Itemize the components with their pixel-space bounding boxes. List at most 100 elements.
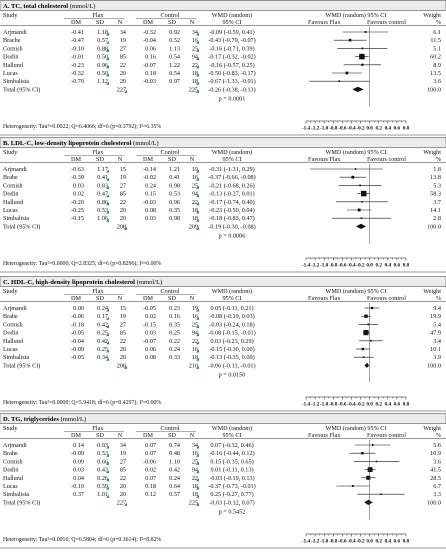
panel-title-band bbox=[0, 276, 446, 287]
col-flax-n-header: N bbox=[118, 432, 123, 439]
total-ci-value: -0.06 (-0.11, -0.01) bbox=[208, 362, 255, 369]
flax-sd-value: 0.50 bbox=[97, 70, 108, 77]
study-estimate-square bbox=[361, 451, 364, 455]
study-estimate-square bbox=[348, 38, 352, 42]
x-tick-label: 0.6 bbox=[394, 539, 401, 545]
flax-sd-value: 0.57 bbox=[97, 37, 108, 44]
study-name: Hallund bbox=[3, 338, 24, 345]
flax-n-value: 20 bbox=[120, 70, 126, 77]
wmd-ci-value: -0.16 (-0.44, 0.12) bbox=[209, 450, 254, 457]
cell-marker bbox=[196, 316, 199, 320]
col-study-header: Study bbox=[3, 12, 18, 19]
weight-value: 5.3 bbox=[433, 182, 441, 189]
col-control-header: Control bbox=[161, 12, 180, 19]
control-sd-value: 0.74 bbox=[169, 442, 180, 449]
col-control-dm-header: DM bbox=[143, 156, 153, 163]
x-tick-label: 0.0 bbox=[366, 402, 373, 408]
control-n-value: 18 bbox=[192, 491, 198, 498]
wmd-ci-value: -0.15 (-0.30, 0.00) bbox=[209, 346, 254, 353]
cell-marker bbox=[106, 73, 109, 77]
control-sd-value: 0.96 bbox=[169, 199, 180, 206]
heterogeneity-text: Heterogeneity: Tau²=0.0000; Q=2.8325; df… bbox=[3, 260, 161, 267]
control-dm-value: -0.03 bbox=[143, 199, 156, 206]
cell-marker bbox=[106, 194, 109, 198]
flax-sd-value: 0.53 bbox=[97, 450, 108, 457]
cell-marker bbox=[106, 210, 109, 214]
control-n-value: 25 bbox=[192, 45, 198, 52]
total-flax-n: 208 bbox=[117, 223, 126, 230]
col-ci-header: 95% CI bbox=[222, 295, 241, 302]
col-control-header: Control bbox=[161, 425, 180, 432]
control-dm-value: 0.03 bbox=[145, 330, 156, 337]
cell-marker bbox=[196, 470, 199, 474]
flax-sd-value: 0.42 bbox=[97, 338, 108, 345]
study-name: Simbalista bbox=[3, 354, 29, 361]
cell-marker bbox=[196, 73, 199, 77]
forest-panel-3: D. TG, triglycerides (mmol/L) Study Flax Co… bbox=[0, 413, 446, 549]
cell-marker bbox=[106, 177, 109, 181]
panel-title-units: (mmol/L) bbox=[59, 416, 86, 423]
cell-marker bbox=[106, 169, 109, 173]
control-n-value: 16 bbox=[192, 450, 198, 457]
control-dm-value: -0.04 bbox=[143, 37, 156, 44]
x-tick-label: 0.4 bbox=[385, 263, 392, 269]
control-dm-value: 0.03 bbox=[145, 215, 156, 222]
control-n-value: 25 bbox=[192, 182, 198, 189]
panel-title-units: (mmol/L) bbox=[131, 140, 158, 147]
flax-dm-value: -0.01 bbox=[71, 54, 84, 61]
cell-marker bbox=[106, 202, 109, 206]
cell-marker bbox=[196, 65, 199, 69]
control-sd-value: 0.41 bbox=[169, 174, 180, 181]
flax-dm-value: 0.00 bbox=[73, 305, 84, 312]
weight-value: 47.9 bbox=[430, 330, 441, 337]
weight-value: 6.1 bbox=[433, 29, 441, 36]
panel-title-units: (mmol/L) bbox=[68, 3, 95, 10]
wmd-ci-value: -0.08 (-0.15, -0.01) bbox=[208, 330, 255, 337]
col-flax-n-header: N bbox=[118, 295, 123, 302]
flax-n-value: 27 bbox=[120, 45, 126, 52]
control-sd-value: 0.23 bbox=[169, 305, 180, 312]
weight-value: 5.4 bbox=[433, 321, 441, 328]
flax-dm-value: -0.15 bbox=[71, 215, 84, 222]
control-sd-value: 0.54 bbox=[169, 70, 180, 77]
col-control-sd-header: SD bbox=[168, 432, 176, 439]
flax-dm-value: -0.63 bbox=[71, 166, 84, 173]
study-name: Arjmandi bbox=[3, 442, 27, 449]
flax-sd-value: 1.12 bbox=[97, 78, 108, 85]
study-estimate-square bbox=[380, 493, 382, 495]
wmd-ci-value: -0.37 (-0.66, -0.08) bbox=[208, 174, 255, 181]
x-tick-label: 0.4 bbox=[385, 402, 392, 408]
wmd-ci-value: 0.01 (-0.11, 0.13) bbox=[210, 467, 253, 474]
col-flax-header: Flax bbox=[92, 425, 104, 432]
control-sd-value: 0.97 bbox=[169, 78, 180, 85]
flax-n-value: 15 bbox=[120, 305, 126, 312]
control-sd-value: 1.10 bbox=[169, 458, 180, 465]
flax-n-value: 15 bbox=[120, 166, 126, 173]
study-name: Lucas bbox=[3, 207, 18, 214]
study-estimate-square bbox=[364, 31, 367, 33]
study-estimate-square bbox=[359, 53, 365, 60]
cell-marker bbox=[196, 169, 199, 173]
flax-dm-value: -0.70 bbox=[71, 78, 84, 85]
col-flax-n-header: N bbox=[118, 19, 123, 26]
cell-marker bbox=[196, 202, 199, 206]
panel-title-main: A. TC, total cholesterol bbox=[3, 3, 68, 10]
x-tick-label: 0.6 bbox=[394, 126, 401, 132]
study-name: Arjmandi bbox=[3, 29, 27, 36]
x-tick-label: 0.8 bbox=[403, 402, 410, 408]
heterogeneity-text: Heterogeneity: Tau²=0.0000; Q=5.9418; df… bbox=[3, 399, 161, 406]
col-flax-dm-header: DM bbox=[71, 19, 81, 26]
wmd-ci-value: -0.67 (-1.33, -0.01) bbox=[208, 78, 255, 85]
control-dm-value: 0.15 bbox=[145, 191, 156, 198]
panel-title-main: D. TG, triglycerides bbox=[3, 416, 59, 423]
cell-marker bbox=[196, 48, 199, 52]
study-estimate-square bbox=[362, 356, 365, 358]
weight-value: 8.9 bbox=[433, 62, 441, 69]
flax-dm-value: -0.19 bbox=[71, 483, 84, 490]
weight-value: 28.5 bbox=[430, 475, 441, 482]
cell-marker bbox=[124, 89, 127, 93]
cell-marker bbox=[106, 357, 109, 361]
control-dm-value: -0.06 bbox=[143, 458, 156, 465]
study-estimate-square bbox=[361, 347, 365, 351]
control-dm-value: 0.07 bbox=[145, 442, 156, 449]
